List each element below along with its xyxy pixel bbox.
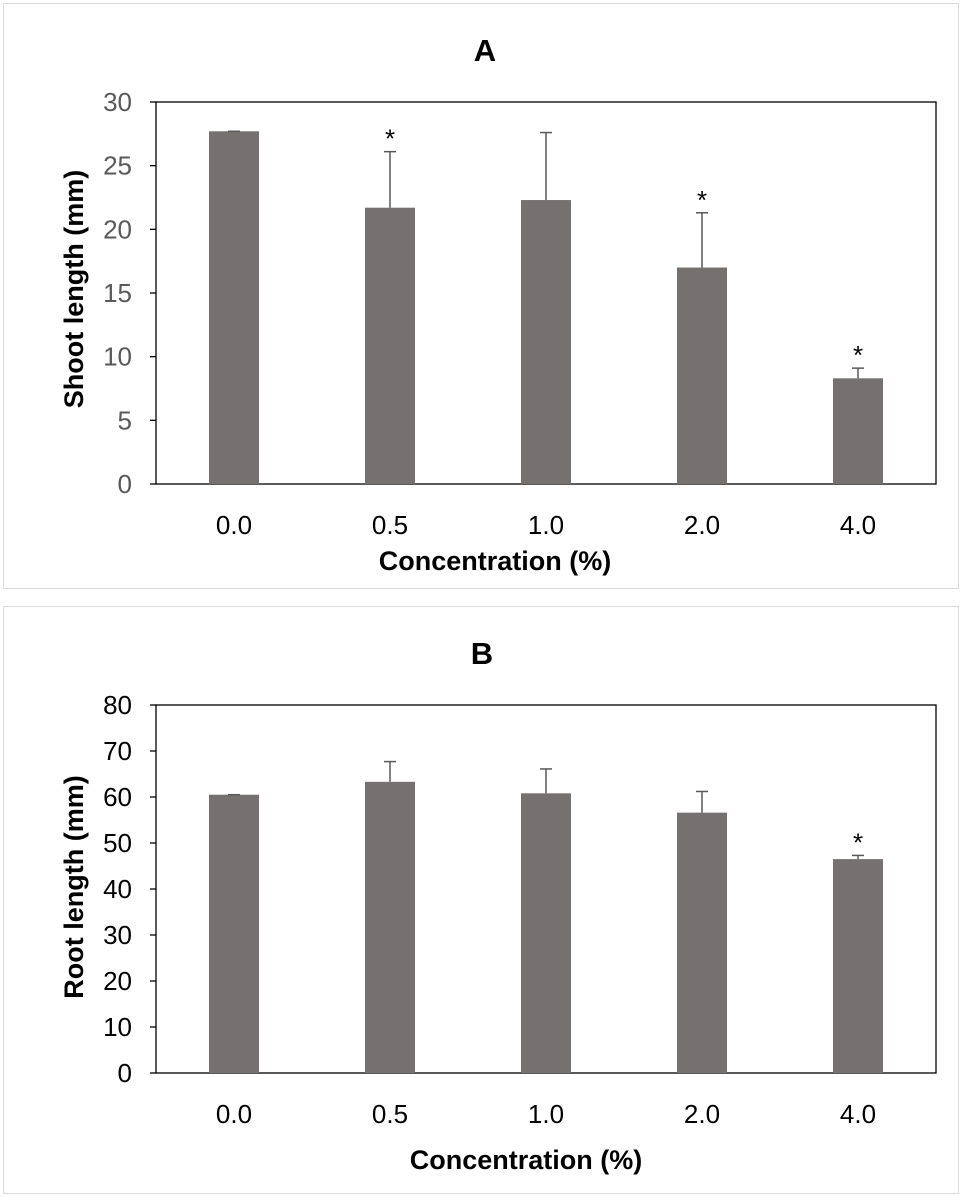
chart-b-bar — [209, 794, 259, 1073]
chart-a-ytick-label: 0 — [118, 469, 132, 499]
chart-a-ytick-label: 20 — [103, 214, 132, 244]
chart-a-significance-marker: * — [853, 340, 863, 370]
chart-b-bar — [833, 859, 883, 1073]
chart-b-category-label: 0.0 — [216, 1099, 252, 1129]
chart-a-ytick-label: 25 — [103, 151, 132, 181]
chart-a-bar — [209, 131, 259, 484]
chart-a-significance-marker: * — [697, 185, 707, 215]
chart-b-significance-marker: * — [853, 827, 863, 857]
chart-a-title: A — [474, 33, 496, 68]
chart-a-ylabel: Shoot length (mm) — [59, 170, 89, 408]
chart-a-ytick-label: 10 — [103, 342, 132, 372]
chart-panel-b: B Root length (mm) Concentration (%) 0 10… — [3, 606, 959, 1194]
chart-b-xlabel: Concentration (%) — [410, 1145, 643, 1175]
chart-b-ytick-label: 40 — [103, 874, 132, 904]
chart-b-category-label: 0.5 — [372, 1099, 408, 1129]
chart-b-ytick-label: 30 — [103, 920, 132, 950]
chart-b-title: B — [471, 636, 493, 671]
chart-b-ytick-label: 10 — [103, 1012, 132, 1042]
chart-a-bar — [365, 207, 415, 485]
chart-b-bar — [677, 812, 727, 1073]
chart-b-ytick-label: 70 — [103, 736, 132, 766]
chart-b-bar — [521, 793, 571, 1073]
chart-a-bar — [677, 267, 727, 484]
chart-b-ylabel: Root length (mm) — [59, 775, 89, 998]
chart-b-category-label: 1.0 — [528, 1099, 564, 1129]
chart-b-ytick-label: 20 — [103, 966, 132, 996]
chart-b-bar — [365, 781, 415, 1073]
chart-a-bar — [521, 200, 571, 484]
chart-a-ytick-label: 15 — [103, 278, 132, 308]
chart-a-xlabel: Concentration (%) — [379, 546, 612, 576]
chart-panel-a: A Shoot length (mm) Concentration (%) 0 5… — [3, 3, 959, 589]
chart-b-ytick-label: 60 — [103, 782, 132, 812]
chart-b-category-label: 4.0 — [840, 1099, 876, 1129]
chart-a-category-label: 0.5 — [372, 510, 408, 540]
chart-b-ytick-label: 80 — [103, 690, 132, 720]
chart-a-ytick-label: 5 — [118, 405, 132, 435]
chart-a-ytick-label: 30 — [103, 87, 132, 117]
chart-a-category-label: 2.0 — [684, 510, 720, 540]
chart-a-category-label: 0.0 — [216, 510, 252, 540]
chart-b-ytick-label: 50 — [103, 828, 132, 858]
chart-a-bar — [833, 378, 883, 484]
chart-a-category-label: 1.0 — [528, 510, 564, 540]
chart-b: B Root length (mm) Concentration (%) 0 10… — [59, 636, 937, 1175]
chart-a-significance-marker: * — [385, 124, 395, 154]
chart-a: A Shoot length (mm) Concentration (%) 0 5… — [59, 33, 937, 576]
chart-b-ytick-label: 0 — [118, 1058, 132, 1088]
chart-a-category-label: 4.0 — [840, 510, 876, 540]
chart-b-category-label: 2.0 — [684, 1099, 720, 1129]
